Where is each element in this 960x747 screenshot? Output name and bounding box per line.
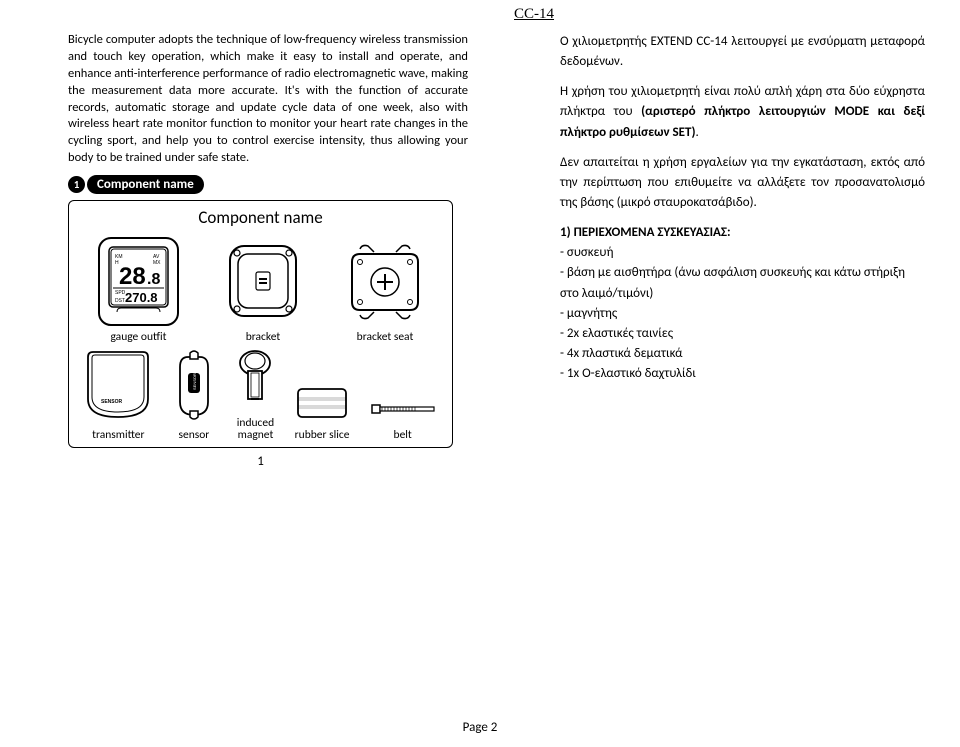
magnet-icon bbox=[234, 347, 276, 415]
intro-paragraph-en: Bicycle computer adopts the technique of… bbox=[68, 32, 468, 167]
section-number-badge: 1 bbox=[68, 176, 85, 193]
sensor-icon: SENSOR bbox=[170, 347, 218, 427]
component-diagram: Component name KM H AV MX 28 .8 S bbox=[68, 200, 453, 448]
right-paragraph-1: Ο χιλιομετρητής EXTEND CC-14 λειτουργεί … bbox=[560, 32, 925, 72]
svg-text:SENSOR: SENSOR bbox=[101, 399, 123, 405]
svg-text:DST: DST bbox=[115, 298, 125, 304]
diagram-item-transmitter: SENSOR transmitter bbox=[83, 347, 153, 441]
diagram-row-2: SENSOR transmitter SENSOR sensor bbox=[75, 347, 446, 441]
svg-text:MX: MX bbox=[153, 260, 161, 266]
svg-text:.8: .8 bbox=[147, 271, 160, 288]
diagram-row-1: KM H AV MX 28 .8 SPD DST 270.8 gauge out… bbox=[75, 234, 446, 343]
section-heading: 1 Component name bbox=[68, 175, 204, 194]
right-paragraph-2: Η χρήση του χιλιομετρητή είναι πολύ απλή… bbox=[560, 82, 925, 142]
list-item: - βάση με αισθητήρα (άνω ασφάλιση συσκευ… bbox=[560, 263, 925, 303]
contents-title: 1) ΠΕΡΙΕΧΟΜΕΝΑ ΣΥΣΚΕΥΑΣΙΑΣ: bbox=[560, 225, 731, 240]
diagram-label: induced magnet bbox=[237, 417, 274, 441]
gauge-outfit-icon: KM H AV MX 28 .8 SPD DST 270.8 bbox=[91, 234, 186, 329]
list-item: - συσκευή bbox=[560, 243, 925, 263]
diagram-title: Component name bbox=[75, 207, 446, 228]
diagram-item-belt: belt bbox=[368, 391, 438, 441]
diagram-label: rubber slice bbox=[295, 429, 350, 441]
contents-list: - συσκευή - βάση με αισθητήρα (άνω ασφάλ… bbox=[560, 243, 925, 384]
page-header: CC-14 bbox=[514, 6, 554, 23]
diagram-item-bracket: bracket bbox=[218, 234, 308, 343]
svg-text:SENSOR: SENSOR bbox=[192, 373, 197, 390]
bracket-seat-icon bbox=[340, 234, 430, 329]
diagram-item-sensor: SENSOR sensor bbox=[170, 347, 218, 441]
page: CC-14 Bicycle computer adopts the techni… bbox=[0, 0, 960, 747]
list-item: - 2x ελαστικές ταινίες bbox=[560, 324, 925, 344]
diagram-label: transmitter bbox=[92, 429, 144, 441]
list-item: - 1x Ο-ελαστικό δαχτυλίδι bbox=[560, 364, 925, 384]
section-pill-label: Component name bbox=[87, 175, 204, 194]
list-item: - μαγνήτης bbox=[560, 304, 925, 324]
rubber-slice-icon bbox=[293, 375, 351, 427]
diagram-label: belt bbox=[394, 429, 412, 441]
right-column: Ο χιλιομετρητής EXTEND CC-14 λειτουργεί … bbox=[560, 32, 925, 384]
svg-text:270.8: 270.8 bbox=[125, 290, 158, 305]
diagram-label: bracket bbox=[246, 331, 281, 343]
list-item: - 4x πλαστικά δεματικά bbox=[560, 344, 925, 364]
svg-text:28: 28 bbox=[119, 263, 146, 290]
diagram-item-bracket-seat: bracket seat bbox=[340, 234, 430, 343]
diagram-label: sensor bbox=[178, 429, 209, 441]
right-paragraph-3: Δεν απαιτείται η χρήση εργαλείων για την… bbox=[560, 153, 925, 213]
bracket-icon bbox=[218, 234, 308, 329]
diagram-label: gauge outfit bbox=[110, 331, 166, 343]
left-page-number: 1 bbox=[68, 454, 453, 469]
diagram-item-rubber-slice: rubber slice bbox=[293, 375, 351, 441]
left-column: Bicycle computer adopts the technique of… bbox=[68, 32, 468, 469]
diagram-item-induced-magnet: induced magnet bbox=[234, 347, 276, 441]
footer-page-number: Page 2 bbox=[0, 720, 960, 735]
p2-post: . bbox=[696, 125, 699, 140]
diagram-item-gauge-outfit: KM H AV MX 28 .8 SPD DST 270.8 gauge out… bbox=[91, 234, 186, 343]
diagram-label: bracket seat bbox=[357, 331, 414, 343]
belt-icon bbox=[368, 391, 438, 427]
transmitter-icon: SENSOR bbox=[83, 347, 153, 427]
